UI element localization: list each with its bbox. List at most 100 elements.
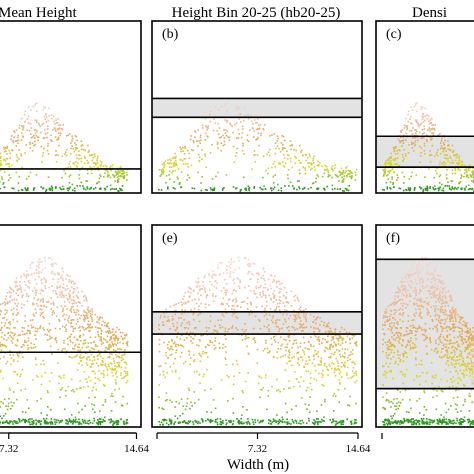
lidar-point bbox=[87, 342, 90, 345]
lidar-point bbox=[63, 376, 65, 379]
lidar-point bbox=[299, 317, 301, 319]
lidar-point bbox=[63, 374, 65, 376]
lidar-point bbox=[119, 167, 121, 169]
lidar-point bbox=[243, 257, 245, 259]
lidar-point bbox=[447, 160, 449, 163]
lidar-point bbox=[414, 129, 416, 131]
lidar-point bbox=[195, 280, 197, 283]
lidar-point bbox=[180, 171, 183, 173]
lidar-point bbox=[9, 296, 11, 298]
lidar-point bbox=[427, 278, 429, 281]
lidar-point bbox=[444, 139, 446, 142]
lidar-point bbox=[389, 165, 392, 168]
lidar-point bbox=[440, 389, 442, 392]
lidar-point bbox=[441, 305, 444, 308]
lidar-point bbox=[225, 423, 228, 426]
lidar-point bbox=[209, 315, 212, 317]
lidar-point bbox=[117, 179, 119, 182]
lidar-point bbox=[114, 365, 116, 367]
lidar-point bbox=[61, 274, 63, 277]
lidar-point bbox=[86, 316, 88, 318]
lidar-point bbox=[224, 334, 226, 337]
lidar-point bbox=[82, 148, 85, 151]
lidar-point bbox=[425, 139, 428, 141]
lidar-point bbox=[201, 158, 203, 160]
lidar-point bbox=[46, 339, 49, 341]
lidar-point bbox=[454, 308, 457, 310]
lidar-point bbox=[28, 287, 31, 289]
lidar-point bbox=[460, 317, 462, 319]
lidar-point bbox=[10, 138, 12, 141]
lidar-point bbox=[66, 187, 69, 190]
lidar-point bbox=[274, 322, 277, 325]
lidar-point bbox=[183, 339, 186, 341]
lidar-point bbox=[471, 170, 473, 173]
lidar-point bbox=[27, 344, 29, 347]
lidar-point bbox=[341, 421, 343, 424]
lidar-point bbox=[232, 312, 235, 315]
lidar-point bbox=[209, 280, 211, 283]
lidar-point bbox=[339, 188, 341, 190]
lidar-point bbox=[57, 272, 60, 274]
lidar-point bbox=[337, 337, 340, 340]
lidar-point bbox=[270, 187, 272, 190]
lidar-point bbox=[457, 186, 459, 189]
lidar-point bbox=[259, 291, 261, 294]
lidar-point bbox=[73, 162, 75, 164]
lidar-point bbox=[273, 160, 276, 163]
lidar-point bbox=[71, 423, 74, 425]
lidar-point bbox=[216, 418, 219, 420]
lidar-point bbox=[52, 290, 54, 292]
lidar-point bbox=[278, 147, 280, 150]
lidar-point bbox=[413, 420, 416, 422]
lidar-point bbox=[410, 274, 412, 277]
lidar-point bbox=[398, 164, 400, 167]
lidar-point bbox=[214, 325, 216, 327]
lidar-point bbox=[79, 336, 81, 339]
lidar-point bbox=[413, 106, 415, 108]
lidar-point bbox=[121, 185, 124, 187]
lidar-point bbox=[9, 421, 12, 423]
lidar-point bbox=[72, 147, 74, 150]
lidar-point bbox=[0, 415, 2, 417]
lidar-point bbox=[270, 287, 273, 290]
lidar-point bbox=[387, 158, 390, 161]
lidar-point bbox=[46, 136, 48, 139]
lidar-point bbox=[172, 323, 174, 325]
lidar-point bbox=[293, 188, 295, 190]
lidar-point bbox=[446, 169, 448, 171]
lidar-point bbox=[89, 330, 91, 332]
lidar-point bbox=[447, 304, 450, 307]
lidar-point bbox=[209, 113, 211, 116]
lidar-point bbox=[347, 356, 349, 359]
lidar-point bbox=[419, 288, 421, 291]
lidar-point bbox=[86, 327, 89, 329]
lidar-point bbox=[49, 337, 52, 339]
lidar-point bbox=[35, 103, 37, 105]
lidar-point bbox=[385, 175, 388, 177]
lidar-point bbox=[119, 187, 121, 190]
lidar-point bbox=[198, 320, 201, 323]
lidar-point bbox=[40, 397, 42, 400]
lidar-point bbox=[13, 136, 15, 138]
lidar-point bbox=[407, 113, 409, 116]
lidar-point bbox=[28, 419, 30, 421]
lidar-point bbox=[65, 154, 68, 157]
lidar-point bbox=[90, 353, 92, 356]
lidar-point bbox=[419, 123, 422, 126]
lidar-point bbox=[170, 353, 173, 356]
lidar-point bbox=[442, 300, 444, 302]
lidar-point bbox=[107, 363, 110, 366]
lidar-point bbox=[351, 337, 354, 339]
lidar-point bbox=[382, 343, 384, 346]
lidar-point bbox=[291, 347, 293, 349]
lidar-point bbox=[463, 172, 466, 175]
lidar-point bbox=[20, 139, 23, 141]
lidar-point bbox=[31, 319, 34, 321]
lidar-point bbox=[116, 422, 118, 424]
lidar-point bbox=[109, 339, 111, 342]
lidar-point bbox=[410, 122, 412, 124]
lidar-point bbox=[429, 337, 431, 339]
lidar-point bbox=[67, 281, 70, 283]
lidar-point bbox=[341, 376, 343, 378]
